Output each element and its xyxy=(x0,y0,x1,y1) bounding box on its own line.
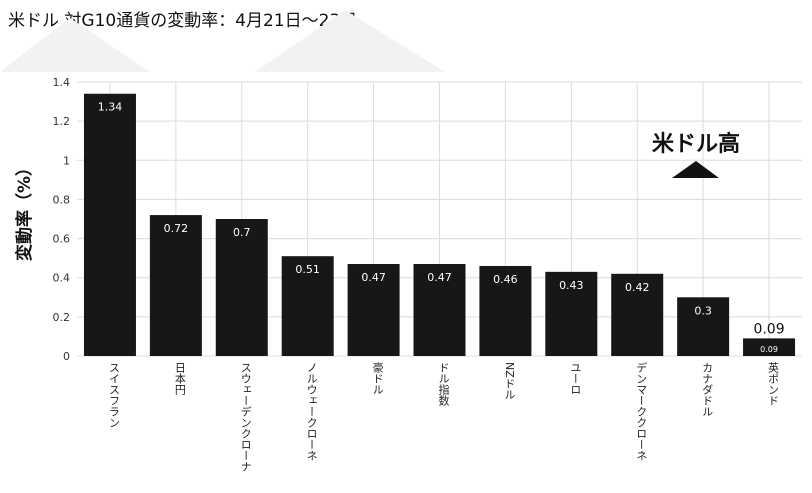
data-label: 0.43 xyxy=(559,279,584,292)
bar xyxy=(413,264,466,356)
y-tick-label: 0.8 xyxy=(53,193,71,206)
y-tick-label: 1 xyxy=(63,154,70,167)
data-label: 0.7 xyxy=(233,226,251,239)
y-tick-label: 0.2 xyxy=(53,311,71,324)
bar xyxy=(677,297,730,356)
x-tick-label: NZドル xyxy=(503,362,516,400)
annotation-label: 米ドル高 xyxy=(652,131,740,157)
bars: 1.34 0.72 0.7 0.51 0.47 0.47 0.46 0.43 0.42 0.3 0.… xyxy=(83,93,796,356)
bar xyxy=(149,215,202,356)
x-tick-label: 日本円 xyxy=(173,362,186,396)
y-axis-ticks: 0 0.2 0.4 0.6 0.8 1 1.2 1.4 xyxy=(53,76,71,363)
bar xyxy=(83,93,136,356)
bar xyxy=(281,256,334,356)
background-shape xyxy=(330,40,410,72)
data-label: 0.51 xyxy=(295,263,320,276)
bar xyxy=(479,265,532,356)
x-tick-label: 英ポンド xyxy=(767,361,780,406)
chart-title: 米ドル 対G10通貨の変動率：4月21日～23日 xyxy=(8,11,358,31)
x-tick-label: ユーロ xyxy=(569,362,582,395)
x-tick-label: ノルウェークローネ xyxy=(305,362,318,461)
data-label: 0.72 xyxy=(164,222,189,235)
y-tick-label: 1.4 xyxy=(53,76,71,89)
bar xyxy=(611,273,664,356)
x-tick-label: デンマーククローネ xyxy=(635,361,648,461)
data-label: 0.47 xyxy=(427,271,452,284)
background-shape xyxy=(255,10,445,72)
up-arrow-icon xyxy=(672,161,719,178)
data-label: 0.09 xyxy=(760,345,778,354)
data-label: 0.47 xyxy=(361,271,386,284)
y-tick-label: 1.2 xyxy=(53,115,71,128)
y-axis-label: 変動率（%） xyxy=(14,159,35,261)
x-tick-label: スウェーデンクローナ xyxy=(239,362,252,472)
y-tick-label: 0.4 xyxy=(53,272,71,285)
bar xyxy=(215,219,268,356)
background-shape xyxy=(0,18,150,72)
data-label: 0.42 xyxy=(625,281,650,294)
y-tick-label: 0.6 xyxy=(53,233,71,246)
data-label: 1.34 xyxy=(98,101,123,114)
bar xyxy=(743,338,796,356)
bar xyxy=(347,264,400,356)
data-label: 0.46 xyxy=(493,273,518,286)
x-tick-label: ドル指数 xyxy=(437,362,450,407)
outside-data-label: 0.09 xyxy=(753,321,784,337)
data-label: 0.3 xyxy=(694,304,712,317)
y-tick-label: 0 xyxy=(63,350,70,363)
x-tick-label: カナダドル xyxy=(701,362,714,417)
bar xyxy=(545,271,598,356)
x-tick-label: 豪ドル xyxy=(371,361,384,395)
x-axis-labels: スイスフラン 日本円 スウェーデンクローナ ノルウェークローネ 豪ドル ドル指数 NZドル ユ… xyxy=(107,361,779,472)
x-tick-label: スイスフラン xyxy=(107,362,120,428)
